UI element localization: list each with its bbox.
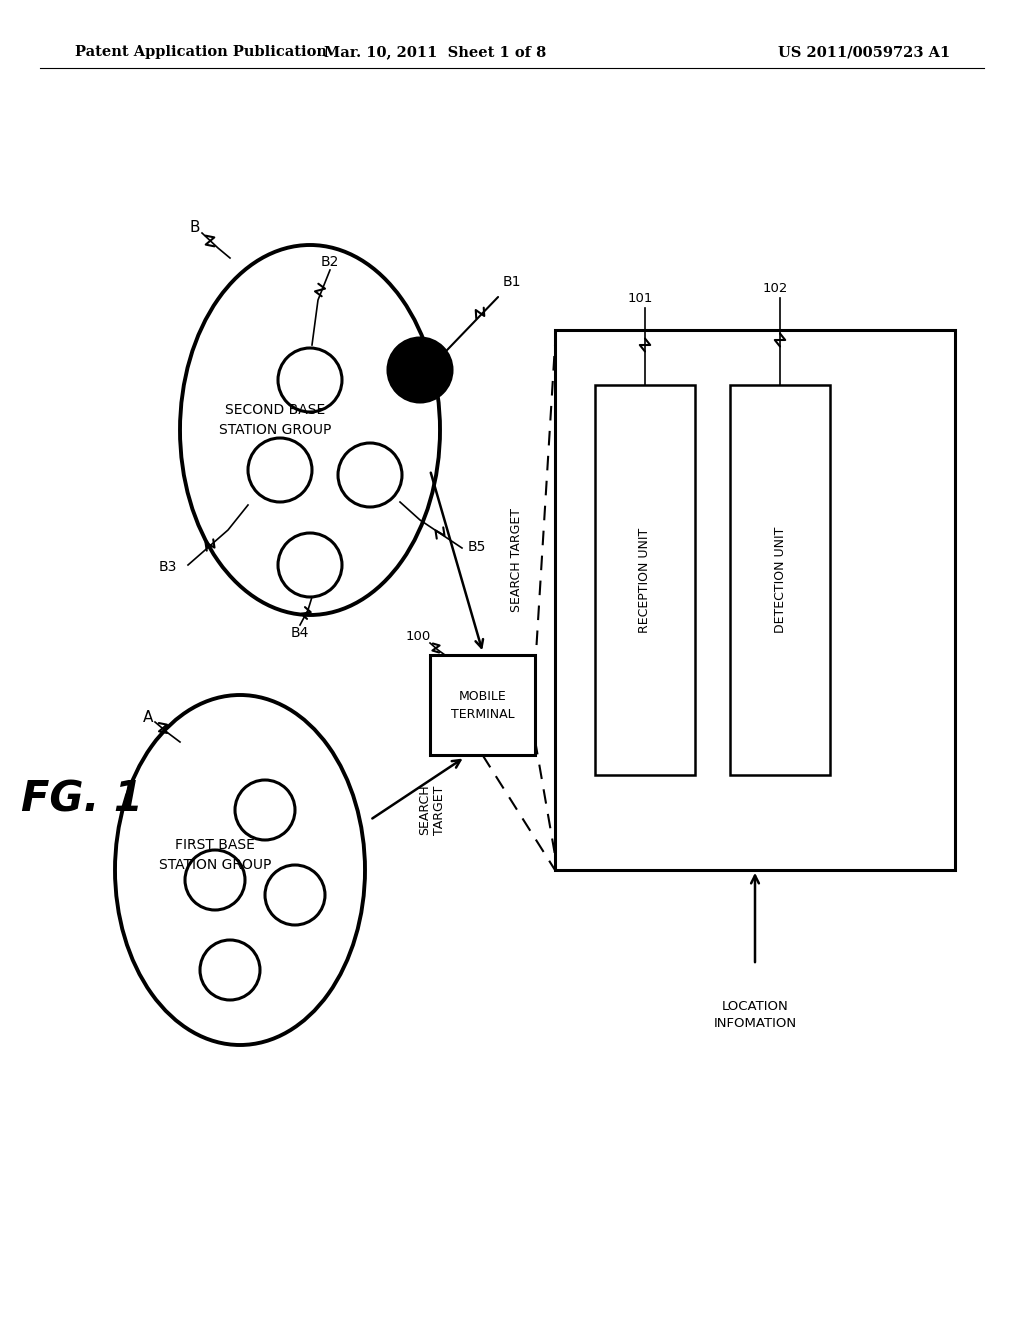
Text: SEARCH
TARGET: SEARCH TARGET [418,784,446,836]
Text: DETECTION UNIT: DETECTION UNIT [773,527,786,634]
Text: B3: B3 [159,560,177,574]
Text: Mar. 10, 2011  Sheet 1 of 8: Mar. 10, 2011 Sheet 1 of 8 [324,45,546,59]
Circle shape [388,338,452,403]
Text: SECOND BASE
STATION GROUP: SECOND BASE STATION GROUP [219,403,331,437]
Text: FG. 1: FG. 1 [22,779,143,821]
Text: B: B [189,220,201,235]
Circle shape [185,850,245,909]
Text: A: A [142,710,154,726]
Circle shape [248,438,312,502]
Circle shape [278,533,342,597]
Text: B4: B4 [291,626,309,640]
Text: SEARCH TARGET: SEARCH TARGET [511,508,523,612]
Bar [555,330,955,870]
Bar [730,385,830,775]
Text: 102: 102 [762,281,787,294]
Circle shape [265,865,325,925]
Text: RECEPTION UNIT: RECEPTION UNIT [639,528,651,632]
Bar [430,655,535,755]
Text: US 2011/0059723 A1: US 2011/0059723 A1 [778,45,950,59]
Text: B1: B1 [503,275,521,289]
Text: 101: 101 [628,292,652,305]
Text: LOCATION
INFOMATION: LOCATION INFOMATION [714,1001,797,1030]
Circle shape [200,940,260,1001]
Ellipse shape [180,246,440,615]
Text: B5: B5 [468,540,486,554]
Ellipse shape [115,696,365,1045]
Text: FIRST BASE
STATION GROUP: FIRST BASE STATION GROUP [159,838,271,871]
Text: B2: B2 [321,255,339,269]
Bar [595,385,695,775]
Circle shape [278,348,342,412]
Text: Patent Application Publication: Patent Application Publication [75,45,327,59]
Text: 100: 100 [406,631,431,644]
Text: MOBILE
TERMINAL: MOBILE TERMINAL [451,689,514,721]
Circle shape [234,780,295,840]
Circle shape [338,444,402,507]
